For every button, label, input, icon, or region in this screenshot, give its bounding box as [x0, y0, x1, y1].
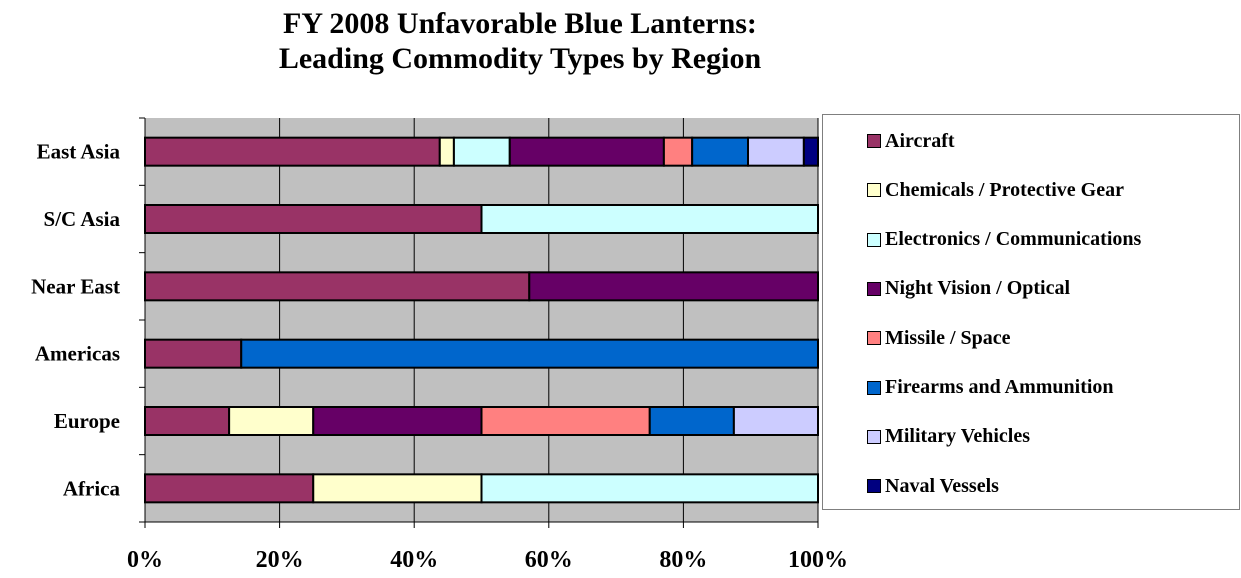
- legend-label: Naval Vessels: [885, 474, 999, 497]
- bar-segment: [452, 136, 511, 167]
- bar-segment: [144, 271, 531, 302]
- legend-label: Aircraft: [885, 129, 955, 152]
- legend-item: Firearms and Ammunition: [867, 376, 1114, 400]
- x-tick-label: 60%: [525, 547, 573, 573]
- legend-label: Electronics / Communications: [885, 228, 1142, 251]
- bar-segment: [528, 271, 820, 302]
- x-tick-label: 80%: [659, 547, 707, 573]
- legend-item: Naval Vessels: [867, 474, 999, 498]
- legend-swatch: [867, 281, 881, 296]
- bar-segment: [438, 136, 455, 167]
- bar-segment: [648, 406, 735, 436]
- y-tick-label: Near East: [31, 274, 120, 298]
- bar-segment: [747, 136, 805, 167]
- bar-segment: [144, 204, 483, 234]
- bar-segment: [802, 136, 820, 167]
- bar-segment: [144, 338, 243, 369]
- legend-item: Night Vision / Optical: [867, 277, 1070, 301]
- y-tick-label: East Asia: [37, 140, 121, 164]
- legend-swatch: [867, 380, 881, 395]
- chart-title-line-1: FY 2008 Unfavorable Blue Lanterns:: [283, 7, 757, 40]
- legend-swatch: [867, 331, 881, 346]
- bar-segment: [228, 406, 315, 436]
- x-tick-label: 20%: [256, 547, 304, 573]
- y-tick-label: Africa: [63, 476, 121, 500]
- bar-segment: [144, 136, 441, 167]
- x-tick-label: 40%: [390, 547, 438, 573]
- y-tick-label: Americas: [35, 342, 120, 366]
- y-tick-label: Europe: [54, 409, 120, 433]
- bar-segment: [480, 204, 819, 234]
- bar-segment: [508, 136, 665, 167]
- legend-item: Military Vehicles: [867, 425, 1030, 449]
- legend-swatch: [867, 429, 881, 444]
- legend-swatch: [867, 183, 881, 198]
- legend-swatch: [867, 479, 881, 494]
- legend-swatch: [867, 134, 881, 148]
- bar-segment: [732, 406, 819, 436]
- bar-segment: [312, 406, 483, 436]
- y-tick-label: S/C Asia: [44, 207, 121, 231]
- legend-swatch: [867, 232, 881, 247]
- bar-segment: [691, 136, 750, 167]
- x-tick-label: 0%: [127, 547, 163, 573]
- legend-label: Military Vehicles: [885, 425, 1030, 448]
- bar-segment: [240, 338, 819, 369]
- chart-title: FY 2008 Unfavorable Blue Lanterns: Leadi…: [140, 6, 900, 76]
- legend-label: Firearms and Ammunition: [885, 376, 1114, 398]
- legend-label: Night Vision / Optical: [885, 277, 1071, 300]
- bar-segment: [480, 406, 651, 436]
- bar-segment: [480, 473, 819, 504]
- legend-item: Missile / Space: [867, 326, 1011, 350]
- legend-item: Aircraft: [867, 129, 955, 153]
- bar-segment: [312, 473, 483, 504]
- legend-label: Chemicals / Protective Gear: [885, 178, 1124, 201]
- legend-label: Missile / Space: [885, 326, 1011, 349]
- plot-area: [145, 118, 818, 522]
- legend-item: Electronics / Communications: [867, 228, 1141, 252]
- chart-title-line-2: Leading Commodity Types by Region: [278, 42, 762, 75]
- legend-item: Chemicals / Protective Gear: [867, 178, 1124, 202]
- x-tick-label: 100%: [788, 547, 848, 573]
- bar-segment: [662, 136, 694, 167]
- bar-segment: [144, 406, 231, 436]
- chart-legend: Aircraft Chemicals / Protective Gear Elect…: [822, 114, 1240, 510]
- bar-segment: [144, 473, 315, 504]
